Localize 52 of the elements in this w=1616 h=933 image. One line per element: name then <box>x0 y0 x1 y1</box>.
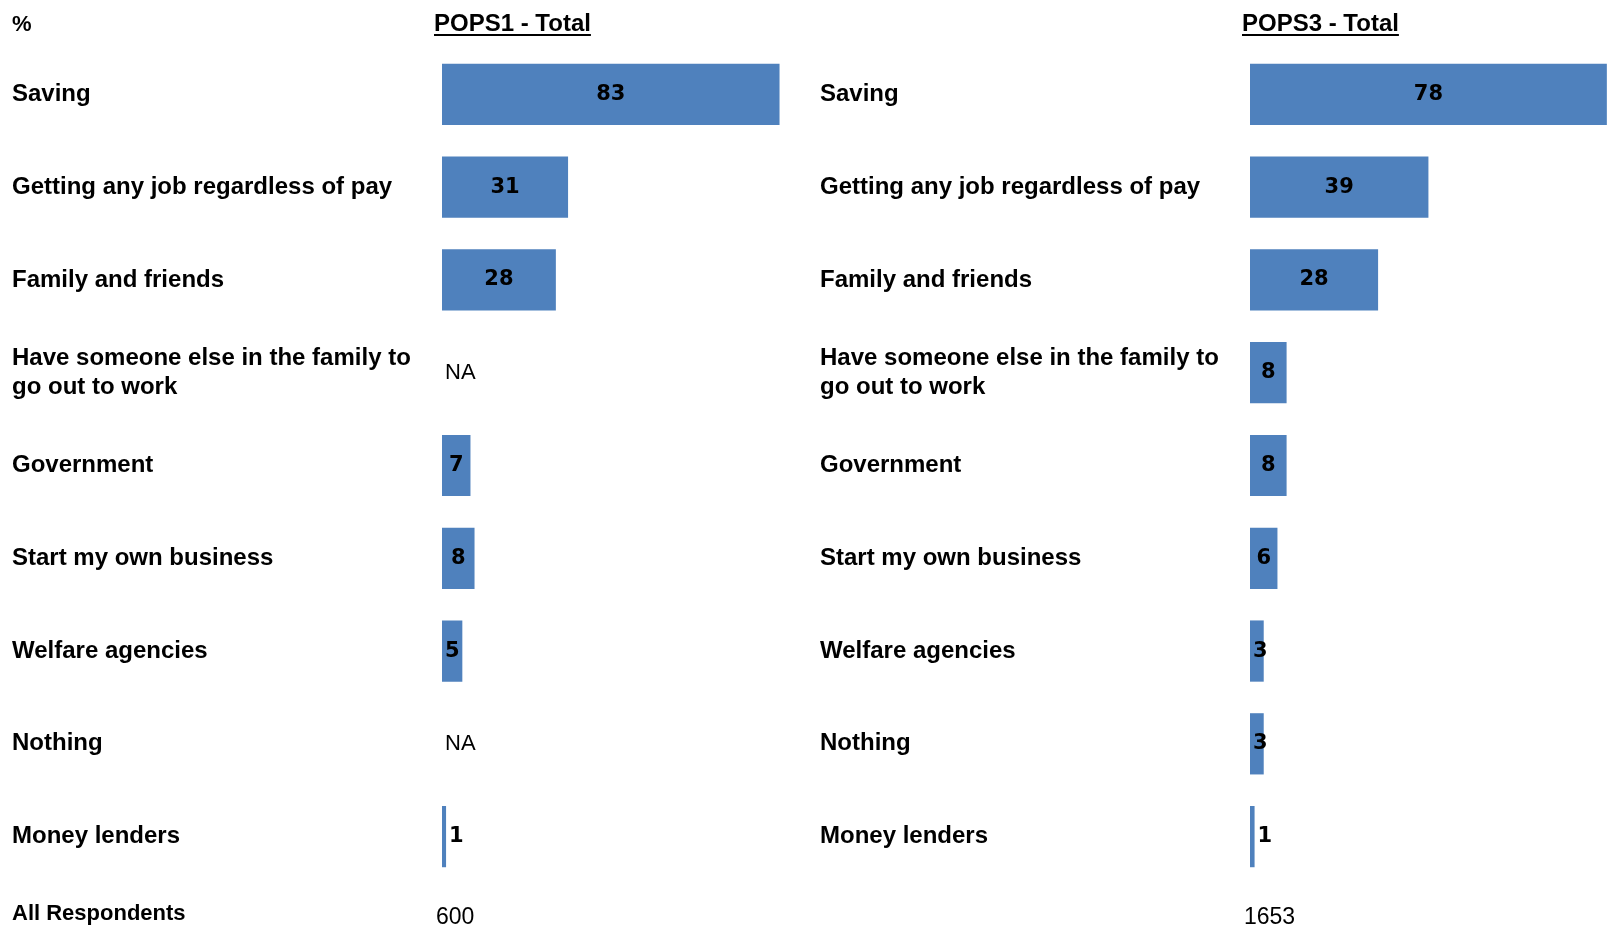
bar <box>442 249 556 311</box>
chart-title: POPS1 - Total <box>434 9 591 36</box>
y-tick-label: Family and friends <box>12 264 225 292</box>
data-label: 5 <box>444 637 460 662</box>
data-label: 28 <box>484 266 514 291</box>
data-label: 39 <box>1324 173 1354 198</box>
y-tick-label: Have someone else in the family to go out to work <box>820 342 1219 399</box>
data-label: 7 <box>448 451 464 476</box>
y-tick-label: Have someone else in the family to go out to work <box>12 342 411 399</box>
data-label: 31 <box>490 173 520 198</box>
y-tick-label: Government <box>820 450 962 478</box>
y-tick-label: Money lenders <box>820 821 989 849</box>
bar <box>1250 434 1287 497</box>
data-label: 8 <box>1260 359 1276 384</box>
y-tick-label: Start my own business <box>12 542 274 570</box>
bar <box>442 156 569 218</box>
bar <box>1250 249 1379 311</box>
bar <box>1250 805 1255 868</box>
bar <box>442 63 780 126</box>
y-tick-label: Welfare agencies <box>12 635 208 663</box>
bar <box>442 434 471 497</box>
data-label: 8 <box>1260 451 1276 476</box>
y-tick-label: Money lenders <box>12 821 181 849</box>
data-label: 8 <box>450 544 466 569</box>
y-tick-label: Saving <box>12 79 91 107</box>
data-label: 78 <box>1413 80 1444 105</box>
y-tick-label: Government <box>12 450 154 478</box>
text: 1653 <box>1244 903 1296 930</box>
y-tick-label: Welfare agencies <box>820 635 1016 663</box>
y-axis-title: % <box>12 11 32 36</box>
text: NA <box>445 729 476 755</box>
bar <box>442 805 447 868</box>
text: All Respondents <box>12 900 186 926</box>
data-label: 1 <box>449 823 464 848</box>
chart-title: POPS3 - Total <box>1242 9 1399 36</box>
y-tick-label: Getting any job regardless of pay <box>12 171 393 199</box>
y-tick-label: Getting any job regardless of pay <box>820 171 1201 199</box>
text: NA <box>445 358 476 384</box>
data-label: 6 <box>1256 544 1272 569</box>
y-tick-label: Nothing <box>820 728 911 756</box>
y-tick-label: Start my own business <box>820 542 1082 570</box>
bar <box>1250 342 1287 404</box>
bar <box>1250 156 1429 218</box>
y-tick-label: Saving <box>820 79 899 107</box>
y-tick-label: Nothing <box>12 728 103 756</box>
data-label: 28 <box>1299 266 1329 291</box>
text: 600 <box>436 903 475 930</box>
data-label: 1 <box>1257 823 1273 848</box>
bar <box>1250 63 1607 126</box>
y-tick-label: Family and friends <box>820 264 1033 292</box>
bar <box>442 527 475 589</box>
data-label: 83 <box>596 80 626 105</box>
